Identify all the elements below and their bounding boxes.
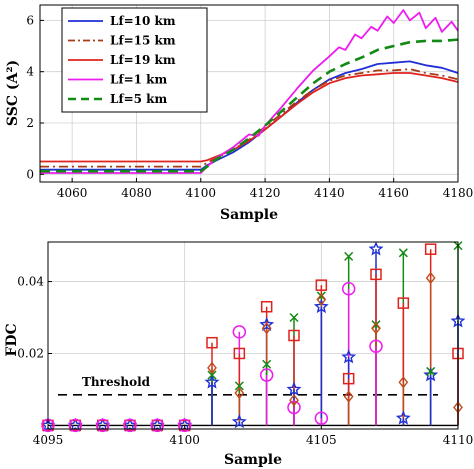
diamond-marker xyxy=(316,293,327,306)
square-marker xyxy=(288,329,300,342)
circle-marker xyxy=(177,418,192,433)
top-plot-frame xyxy=(39,4,459,183)
x-marker xyxy=(398,248,408,258)
top-x-tick-label: 4180 xyxy=(443,186,474,200)
diamond-marker xyxy=(207,361,217,374)
square-marker xyxy=(178,419,191,432)
square-marker xyxy=(206,336,218,349)
square-marker xyxy=(124,419,136,432)
threshold-label: Threshold xyxy=(82,375,151,389)
star-marker xyxy=(231,413,247,429)
circle-marker xyxy=(95,418,110,433)
diamond-marker xyxy=(289,394,299,407)
star-marker xyxy=(341,349,357,364)
threshold-group: Threshold xyxy=(58,375,438,396)
fdc-stem-chart: Threshold 4095 4100 4105 4110 0.02 0.04 FDC S… xyxy=(4,241,473,468)
square-marker xyxy=(260,300,273,313)
star-marker xyxy=(423,367,439,382)
legend-label: Lf=5 km xyxy=(110,92,167,106)
top-x-tick-label: 4160 xyxy=(378,186,409,200)
square-marker xyxy=(151,419,164,432)
bottom-y-tick-label: 0.02 xyxy=(17,346,44,360)
x-marker xyxy=(289,312,299,323)
circle-marker xyxy=(341,282,356,296)
square-marker xyxy=(342,372,355,385)
diamond-marker xyxy=(371,322,381,335)
star-marker xyxy=(204,374,220,389)
bottom-x-axis-label: Sample xyxy=(224,452,282,468)
bottom-ticks: 4095 4100 4105 4110 0.02 0.04 xyxy=(17,275,473,447)
circle-marker xyxy=(314,411,329,425)
bottom-plot-frame xyxy=(47,241,459,430)
bottom-plot-area xyxy=(48,242,458,429)
legend-label: Lf=10 km xyxy=(110,14,176,28)
series-line xyxy=(40,9,459,174)
top-y-tick-label: 4 xyxy=(26,65,34,79)
diamond-marker xyxy=(425,271,436,285)
star-marker xyxy=(395,410,411,425)
circle-marker xyxy=(232,325,247,339)
bottom-y-axis-label: FDC xyxy=(4,323,20,356)
square-marker xyxy=(69,419,82,432)
top-x-tick-label: 4080 xyxy=(121,186,152,200)
x-marker xyxy=(207,370,217,380)
square-marker xyxy=(424,243,437,255)
diamond-marker xyxy=(343,390,354,403)
top-y-axis-label: SSC (A²) xyxy=(5,60,21,126)
x-marker xyxy=(234,381,244,391)
circle-marker xyxy=(287,400,301,415)
top-x-tick-label: 4140 xyxy=(314,186,345,200)
top-x-tick-label: 4120 xyxy=(250,186,281,200)
x-marker xyxy=(344,251,354,261)
legend-label: Lf=19 km xyxy=(110,53,176,67)
circle-marker xyxy=(259,368,274,382)
bottom-x-tick-label: 4110 xyxy=(443,433,474,447)
star-marker xyxy=(313,298,329,314)
legend-label: Lf=15 km xyxy=(110,34,176,48)
series-line xyxy=(40,72,459,163)
x-marker xyxy=(426,366,436,376)
square-marker xyxy=(397,297,410,309)
top-x-tick-label: 4100 xyxy=(185,186,216,200)
diamond-marker xyxy=(398,376,409,389)
circle-marker xyxy=(150,418,165,433)
top-x-tick-label: 4060 xyxy=(57,186,88,200)
bottom-y-tick-label: 0.04 xyxy=(17,275,44,289)
square-marker xyxy=(233,347,246,360)
top-x-axis-label: Sample xyxy=(220,207,278,223)
circle-marker xyxy=(369,339,383,354)
diamond-marker xyxy=(234,386,245,400)
star-marker xyxy=(259,316,275,332)
star-marker xyxy=(368,241,384,256)
series-line xyxy=(40,38,459,173)
legend-label: Lf=1 km xyxy=(110,73,167,87)
square-marker xyxy=(315,279,328,291)
ssc-line-chart: 4060 4080 4100 4120 4140 4160 4180 0 2 4 6 SSC (A²… xyxy=(5,4,473,223)
bottom-x-tick-label: 4100 xyxy=(169,433,200,447)
bottom-x-tick-label: 4095 xyxy=(33,433,64,447)
top-y-tick-label: 2 xyxy=(26,116,34,130)
top-legend: Lf=10 km Lf=15 km Lf=19 km Lf=1 km Lf=5 km xyxy=(61,7,208,113)
square-marker xyxy=(370,268,382,281)
top-y-tick-label: 6 xyxy=(26,13,34,27)
circle-marker xyxy=(68,418,83,433)
circle-marker xyxy=(123,418,137,433)
x-marker xyxy=(262,359,272,369)
top-ticks: 4060 4080 4100 4120 4140 4160 4180 0 2 4 6 xyxy=(26,13,473,200)
top-series-group xyxy=(40,9,459,174)
diamond-marker xyxy=(261,322,272,335)
star-marker xyxy=(286,381,302,396)
bottom-x-tick-label: 4105 xyxy=(306,433,337,447)
top-y-tick-label: 0 xyxy=(26,167,34,181)
square-marker xyxy=(96,419,109,432)
